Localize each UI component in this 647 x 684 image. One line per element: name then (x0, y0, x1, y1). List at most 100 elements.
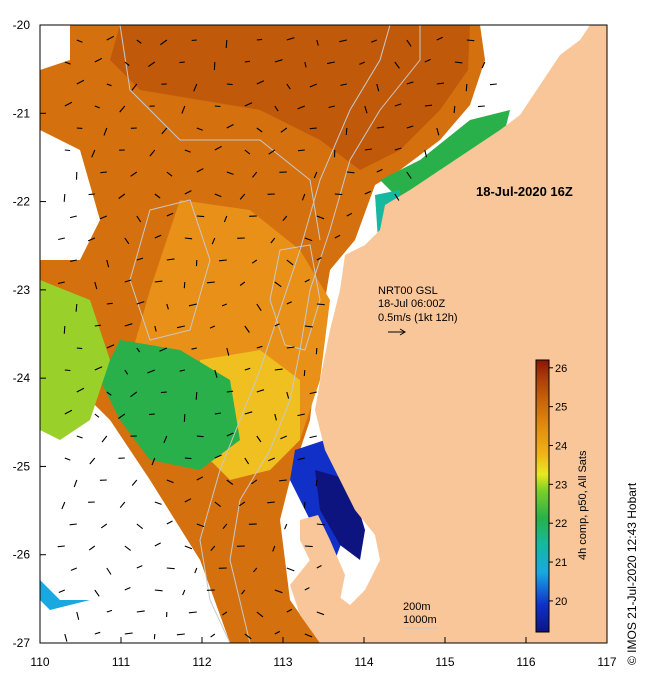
current-vector (286, 567, 295, 572)
current-vector (209, 325, 216, 329)
current-vector (279, 479, 287, 482)
current-vector (154, 193, 161, 199)
current-info-source: NRT00 GSL (378, 285, 438, 297)
current-vector (76, 347, 83, 350)
current-vector (58, 237, 65, 241)
current-vector (218, 259, 227, 262)
current-vector (244, 325, 250, 333)
current-vector (424, 58, 431, 63)
current-vector (131, 83, 138, 91)
current-vector (225, 39, 228, 49)
current-vector (223, 215, 228, 223)
current-vector (313, 171, 318, 179)
current-vector (154, 234, 162, 239)
current-vector (316, 565, 322, 569)
current-vector (274, 59, 283, 63)
current-vector (106, 35, 115, 41)
contour-1000m (199, 25, 391, 643)
current-vector (286, 37, 295, 41)
current-vector (244, 149, 251, 155)
current-vector (131, 479, 138, 486)
current-vector (364, 105, 368, 114)
current-vector (136, 347, 141, 353)
current-vector (453, 105, 456, 114)
current-info-time: 18-Jul 06:00Z (378, 298, 446, 310)
current-vector (124, 237, 130, 245)
current-vector (196, 523, 205, 528)
current-vector (286, 83, 291, 90)
current-vector (191, 39, 197, 42)
current-vector (334, 193, 343, 196)
current-vector (406, 39, 412, 47)
current-vector (345, 127, 348, 136)
current-vector (251, 479, 258, 485)
land-western-australia (290, 25, 607, 643)
current-vector (176, 633, 185, 636)
current-vector (76, 611, 80, 620)
colorbar-label: 4h comp, p50, All Sats (577, 450, 589, 560)
current-vector (364, 148, 372, 151)
current-vector (304, 237, 313, 242)
current-vector (184, 149, 191, 153)
current-vector (274, 368, 283, 371)
current-vector (214, 501, 221, 508)
current-vector (253, 567, 258, 573)
current-vector (454, 61, 463, 64)
current-vector (346, 212, 353, 217)
current-vector (267, 501, 275, 504)
current-vector (88, 545, 96, 551)
current-vector (176, 325, 185, 329)
current-vector (149, 413, 155, 416)
current-info: NRT00 GSL 18-Jul 06:00Z 0.5m/s (1kt 12h) (378, 285, 457, 336)
current-vector (166, 479, 174, 484)
current-vector (256, 38, 263, 41)
current-vector (61, 501, 66, 510)
current-vector (226, 479, 234, 485)
contour-loop-2 (269, 244, 321, 351)
y-tick-label: -22 (13, 195, 31, 209)
colorbar-tick-label: 22 (555, 518, 567, 530)
current-vector (70, 259, 77, 262)
colorbar-gradient (535, 359, 550, 633)
current-vector (286, 346, 295, 349)
current-vector (226, 347, 230, 356)
current-vector (436, 36, 443, 41)
current-vector (136, 301, 145, 305)
current-vector (301, 193, 306, 201)
current-vector (304, 325, 313, 328)
current-vector (154, 542, 161, 547)
current-vector (274, 630, 281, 635)
current-vector (304, 587, 310, 591)
current-vector (106, 83, 112, 87)
current-vector (316, 257, 322, 261)
current-vector (101, 435, 108, 443)
current-vector (286, 391, 290, 399)
current-vector (103, 127, 108, 136)
current-vector (124, 545, 132, 551)
current-vector (238, 501, 246, 507)
current-vector (370, 39, 378, 43)
current-vector (214, 145, 222, 151)
current-vector (58, 589, 66, 594)
y-tick-label: -21 (13, 106, 31, 120)
x-tick-label: 111 (112, 655, 131, 669)
current-vector (166, 567, 175, 570)
current-vector (297, 149, 305, 152)
current-vector (94, 281, 98, 290)
current-vector (256, 345, 263, 349)
current-vector (196, 435, 204, 438)
current-vector (270, 237, 276, 244)
current-vector (118, 193, 126, 199)
current-vector (196, 215, 205, 218)
map-plot-area (40, 25, 607, 643)
depth-legend: 200m 1000m (403, 601, 438, 629)
current-vector (226, 124, 234, 129)
current-vector (94, 589, 100, 597)
current-vector (394, 193, 400, 201)
no-data-patch-north (40, 25, 70, 70)
current-vector (106, 259, 110, 268)
current-vector (151, 457, 156, 466)
current-vector (359, 61, 366, 65)
current-vector (256, 127, 263, 133)
